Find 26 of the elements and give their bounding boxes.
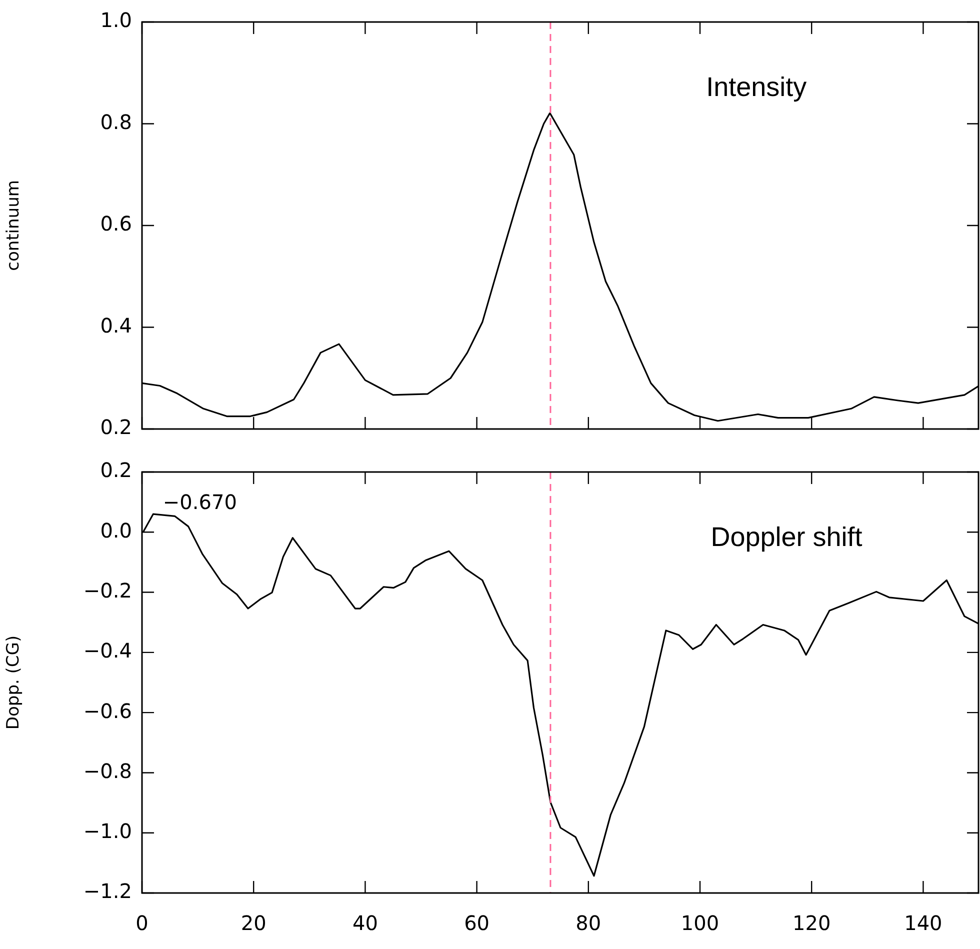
y-tick-label: −1.2 [83, 879, 132, 904]
y-tick-label: 0.2 [100, 458, 132, 482]
x-tick-label: 0 [136, 911, 148, 936]
x-tick-label: 140 [904, 911, 942, 936]
annotation: Doppler shift [710, 522, 863, 552]
y-tick-label: −0.8 [83, 758, 132, 783]
annotation: Intensity [706, 72, 808, 102]
y-tick-label: 0.0 [100, 518, 132, 542]
y-axis-title: continuum [4, 180, 24, 271]
x-tick-label: 20 [240, 911, 266, 936]
y-tick-label: −0.2 [83, 578, 132, 602]
x-tick-label: 40 [352, 911, 378, 936]
y-tick-label: −0.4 [83, 638, 132, 663]
annotation: −0.670 [162, 490, 237, 514]
y-tick-label: −0.6 [83, 698, 132, 723]
y-tick-label: 0.8 [100, 110, 132, 134]
x-tick-label: 100 [680, 911, 720, 936]
y-tick-label: 1.0 [100, 8, 132, 32]
y-axis-title: Dopp. (CG) [4, 635, 24, 730]
y-tick-label: 0.2 [100, 415, 132, 440]
x-tick-label: 120 [792, 911, 831, 936]
y-tick-label: −1.0 [83, 819, 132, 844]
y-tick-label: 0.6 [100, 212, 132, 236]
y-tick-label: 0.4 [100, 313, 132, 338]
x-tick-label: 60 [464, 911, 490, 936]
x-tick-label: 80 [576, 911, 602, 936]
